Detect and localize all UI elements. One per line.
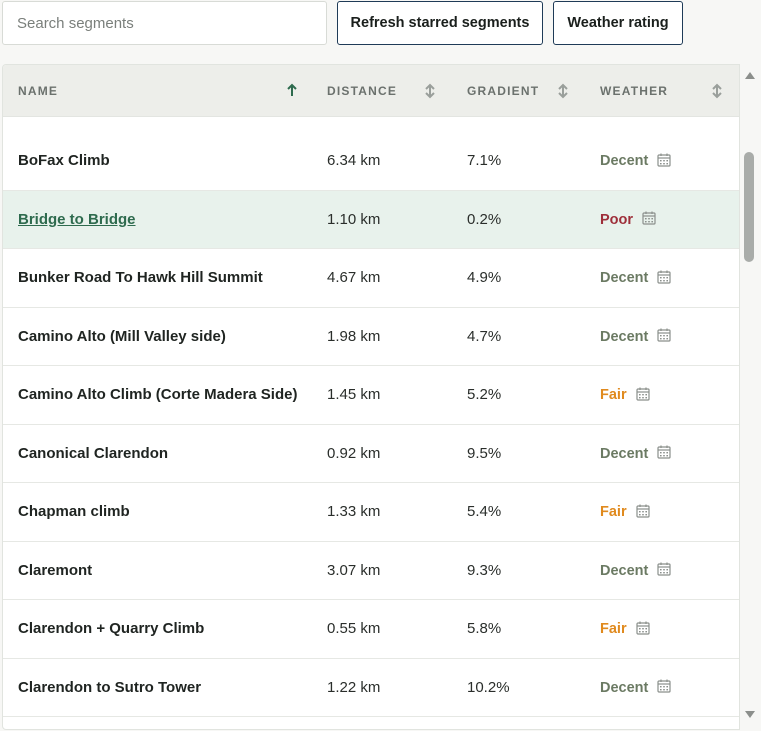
sort-unsorted-icon	[558, 83, 568, 99]
segment-gradient: 7.1%	[467, 152, 502, 169]
sort-unsorted-icon	[425, 83, 435, 99]
segment-name: Camino Alto Climb (Corte Madera Side)	[18, 386, 298, 403]
segment-gradient: 5.8%	[467, 620, 502, 637]
weather-rating-button[interactable]: Weather rating	[553, 1, 683, 45]
scroll-down-icon[interactable]	[744, 710, 756, 720]
segment-distance: 4.67 km	[327, 269, 381, 286]
table-row[interactable]: Canonical Clarendon 0.92 km 9.5% Decent	[3, 425, 739, 483]
search-input[interactable]	[2, 1, 327, 45]
weather-rating-label: Decent	[600, 679, 649, 696]
segment-gradient: 10.2%	[467, 678, 510, 696]
segment-weather: Decent	[600, 659, 671, 717]
segment-name: Clarendon + Quarry Climb	[18, 620, 205, 637]
segment-distance: 3.07 km	[327, 561, 381, 579]
segment-weather: Decent	[600, 308, 671, 366]
segment-name: Chapman climb	[18, 503, 130, 520]
segment-distance: 1.10 km	[327, 210, 381, 228]
column-header-gradient-label: GRADIENT	[467, 84, 540, 98]
segment-distance: 1.45 km	[327, 386, 381, 403]
table-row[interactable]: Chapman climb 1.33 km 5.4% Fair	[3, 483, 739, 542]
scroll-up-icon[interactable]	[744, 70, 756, 80]
table-row[interactable]: BoFax Climb 6.34 km 7.1% Decent	[3, 132, 739, 191]
segment-weather: Fair	[600, 600, 650, 658]
column-header-name-label: NAME	[18, 84, 59, 98]
column-header-weather[interactable]: WEATHER	[600, 65, 730, 117]
segment-name: Canonical Clarendon	[18, 444, 169, 462]
table-row[interactable]: Claremont 3.07 km 9.3% Decent	[3, 542, 739, 600]
calendar-icon[interactable]	[657, 679, 671, 693]
calendar-icon[interactable]	[635, 387, 650, 401]
segment-weather: Decent	[600, 425, 671, 483]
calendar-icon[interactable]	[657, 270, 671, 284]
column-header-distance[interactable]: DISTANCE	[327, 65, 447, 117]
segment-name: Claremont	[18, 561, 93, 579]
column-header-gradient[interactable]: GRADIENT	[467, 65, 587, 117]
calendar-icon[interactable]	[635, 621, 650, 635]
column-header-name[interactable]: NAME	[18, 65, 308, 117]
refresh-starred-segments-button[interactable]: Refresh starred segments	[337, 1, 543, 45]
segment-distance: 1.98 km	[327, 327, 381, 345]
weather-rating-label: Decent	[600, 153, 649, 169]
segment-gradient: 5.4%	[467, 503, 502, 520]
segment-distance: 6.34 km	[327, 152, 381, 169]
segment-gradient: 4.7%	[467, 327, 502, 345]
toolbar: Refresh starred segments Weather rating	[0, 0, 761, 64]
segment-name: Camino Alto (Mill Valley side)	[18, 327, 226, 345]
weather-rating-label: Fair	[600, 621, 627, 637]
weather-rating-label: Decent	[600, 328, 649, 345]
segment-name: Bunker Road To Hawk Hill Summit	[18, 269, 263, 286]
calendar-icon[interactable]	[657, 445, 671, 459]
calendar-icon[interactable]	[642, 211, 656, 225]
calendar-icon[interactable]	[657, 328, 671, 342]
weather-rating-label: Decent	[600, 270, 649, 286]
segment-weather: Poor	[600, 191, 656, 249]
column-header-weather-label: WEATHER	[600, 84, 669, 98]
segment-weather: Decent	[600, 542, 671, 600]
segment-distance: 0.55 km	[327, 620, 381, 637]
segment-weather: Fair	[600, 483, 650, 541]
table-row[interactable]: Clarendon to Sutro Tower 1.22 km 10.2% Dece…	[3, 659, 739, 717]
segment-weather: Decent	[600, 249, 671, 307]
weather-rating-label: Fair	[600, 387, 627, 403]
segment-gradient: 9.5%	[467, 444, 502, 462]
segment-name: Clarendon to Sutro Tower	[18, 678, 202, 696]
segments-table: NAME DISTANCE GRADIENT WEATHER	[2, 64, 740, 730]
table-row[interactable]: Camino Alto Climb (Corte Madera Side) 1.4…	[3, 366, 739, 425]
table-row[interactable]: Bunker Road To Hawk Hill Summit 4.67 km 4.…	[3, 249, 739, 308]
segment-distance: 0.92 km	[327, 444, 381, 462]
segment-distance: 1.22 km	[327, 678, 381, 696]
scrollbar-thumb[interactable]	[744, 152, 754, 262]
segment-gradient: 5.2%	[467, 386, 502, 403]
segment-name-link[interactable]: Bridge to Bridge	[18, 210, 136, 228]
vertical-scrollbar[interactable]	[740, 64, 761, 730]
segment-weather: Decent	[600, 132, 671, 190]
calendar-icon[interactable]	[657, 562, 671, 576]
table-body: BoFax Climb 6.34 km 7.1% Decent Bridge to Br…	[3, 132, 739, 717]
table-row[interactable]: Camino Alto (Mill Valley side) 1.98 km 4.7…	[3, 308, 739, 366]
sort-ascending-icon	[287, 83, 297, 96]
weather-rating-label: Decent	[600, 562, 649, 579]
column-header-distance-label: DISTANCE	[327, 84, 398, 98]
weather-rating-label: Fair	[600, 504, 627, 520]
weather-rating-label: Decent	[600, 445, 649, 462]
table-header: NAME DISTANCE GRADIENT WEATHER	[3, 65, 739, 117]
table-row[interactable]: Clarendon + Quarry Climb 0.55 km 5.8% Fair	[3, 600, 739, 659]
sort-unsorted-icon	[712, 83, 722, 99]
weather-rating-label: Poor	[600, 211, 634, 228]
calendar-icon[interactable]	[657, 153, 671, 167]
segment-name: BoFax Climb	[18, 152, 110, 169]
segment-distance: 1.33 km	[327, 503, 381, 520]
segment-gradient: 9.3%	[467, 561, 502, 579]
segment-weather: Fair	[600, 366, 650, 424]
segment-gradient: 0.2%	[467, 210, 502, 228]
table-row[interactable]: Bridge to Bridge 1.10 km 0.2% Poor	[3, 190, 739, 249]
segment-gradient: 4.9%	[467, 269, 502, 286]
calendar-icon[interactable]	[635, 504, 650, 518]
